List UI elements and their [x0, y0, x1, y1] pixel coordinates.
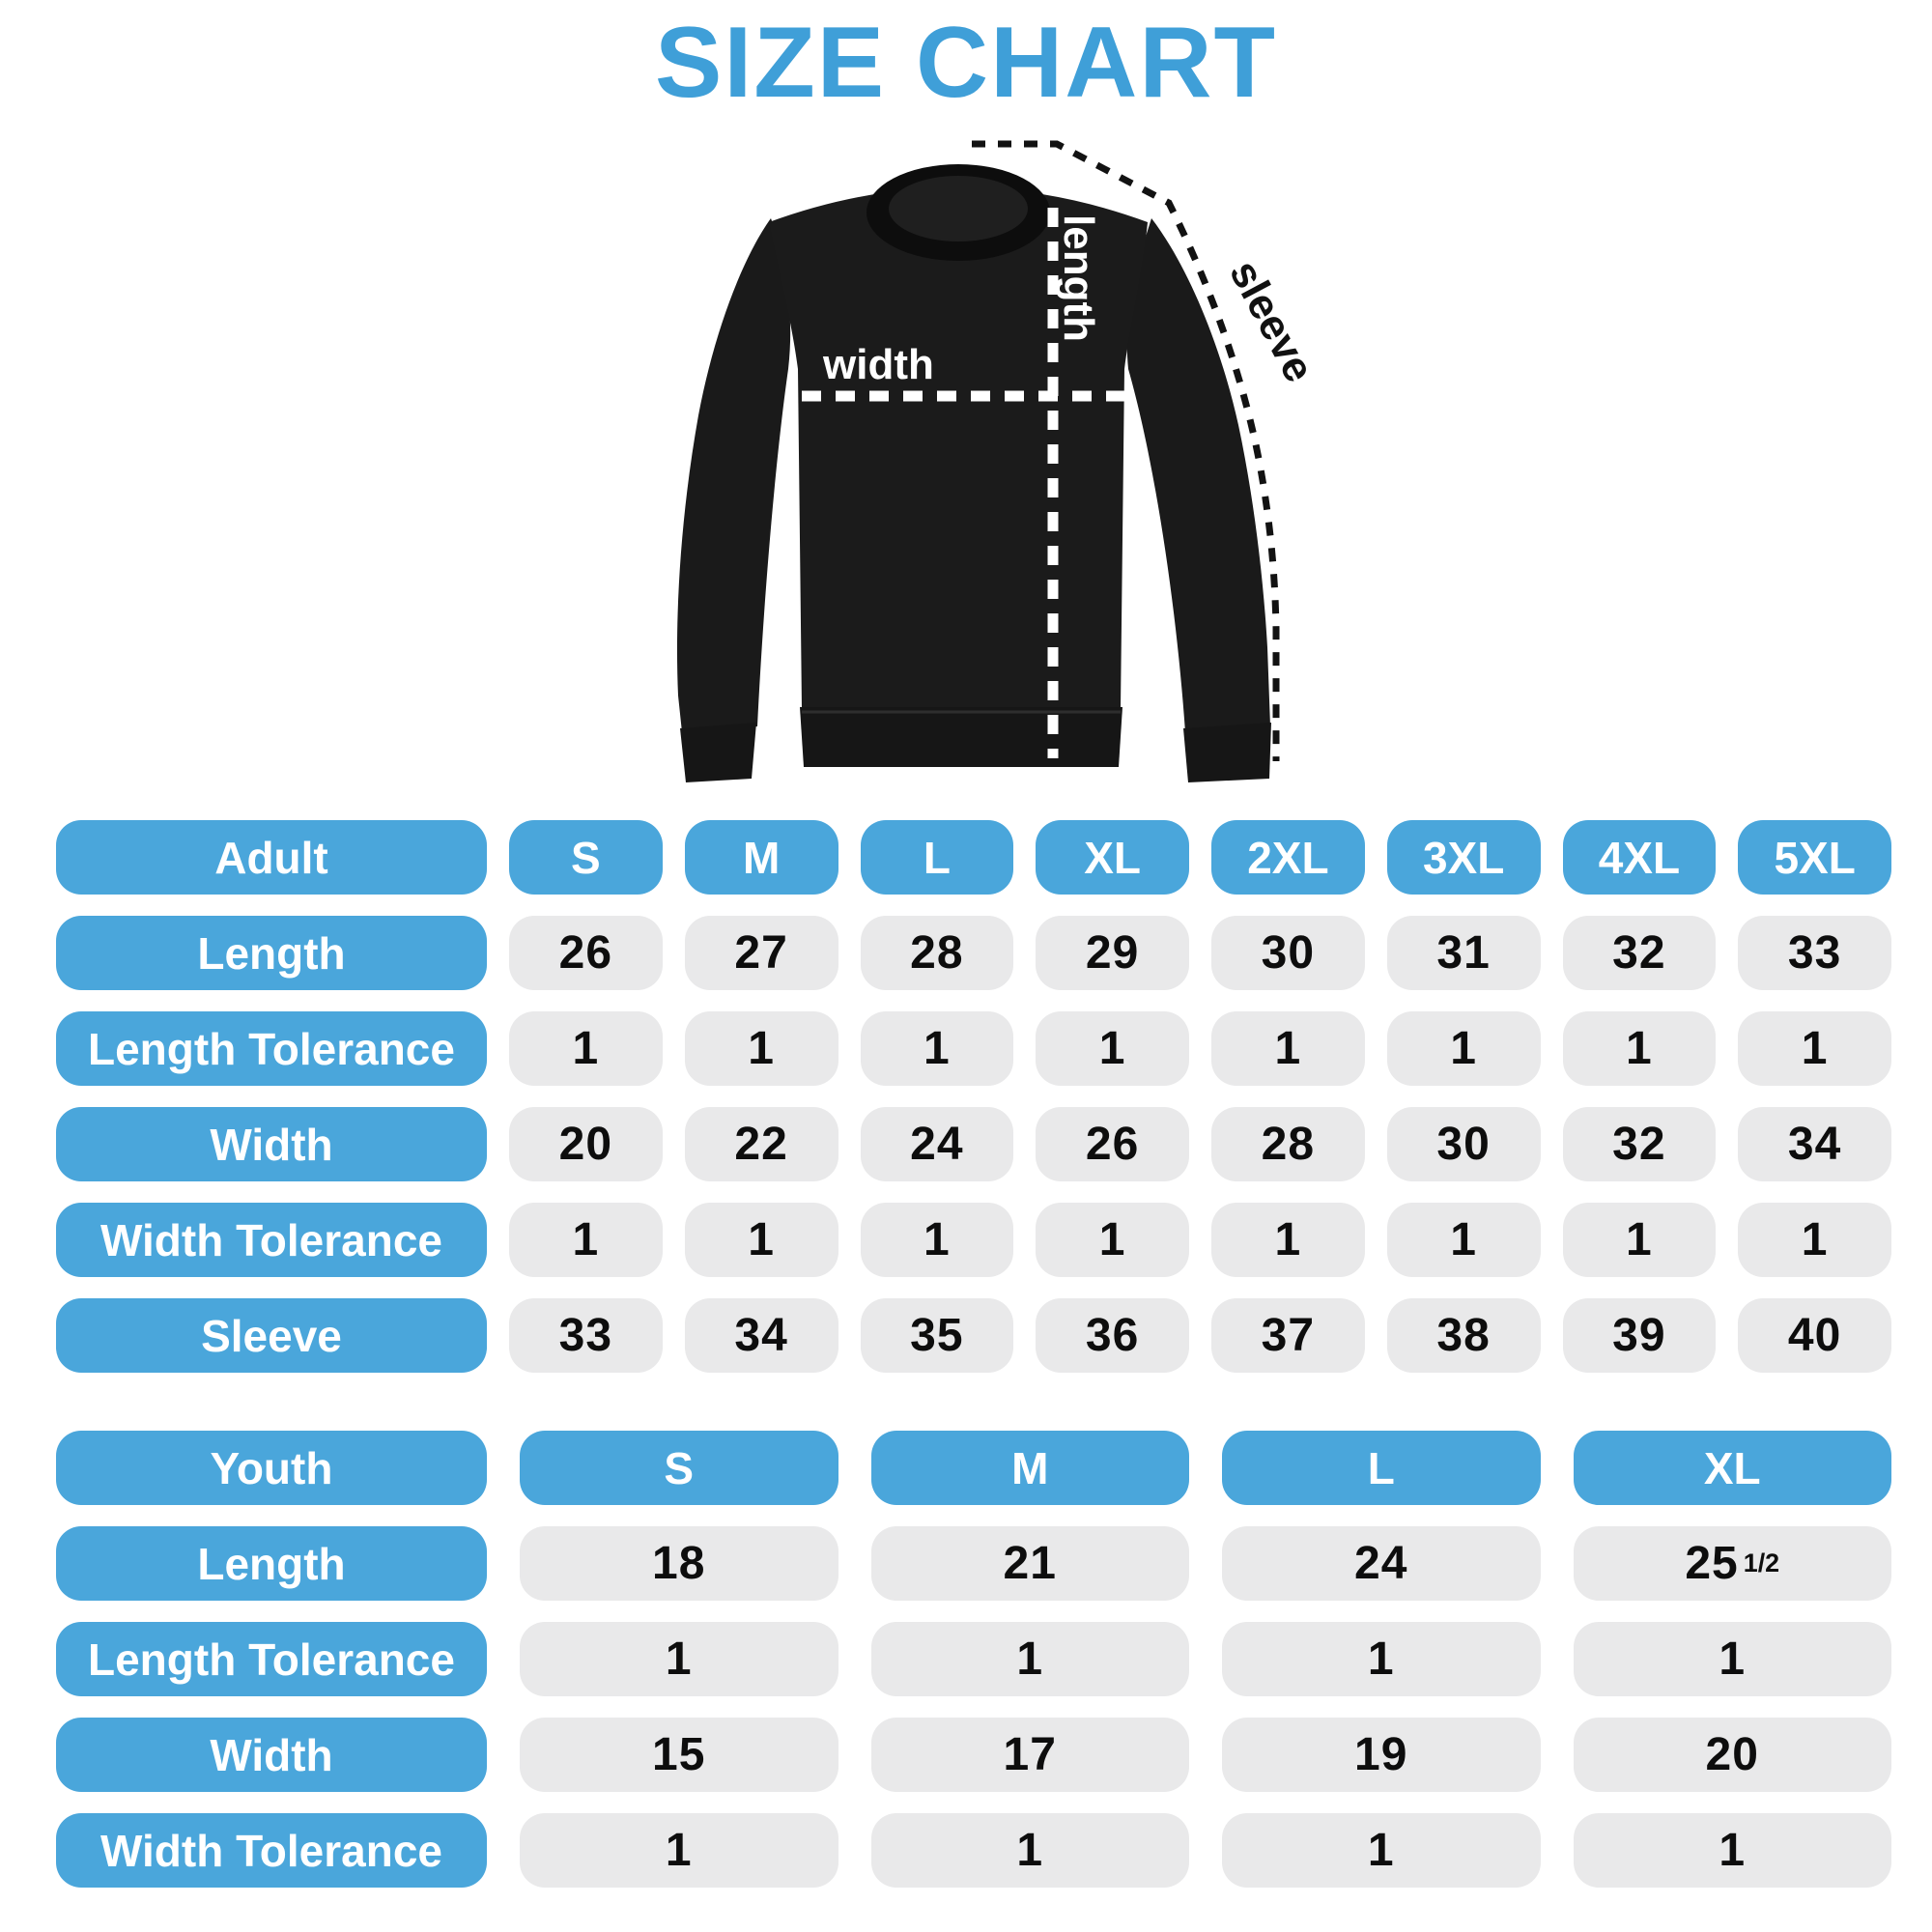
- size-value-cell: 25 1/2: [1573, 1526, 1891, 1601]
- sleeve-label: sleeve: [1220, 253, 1322, 390]
- row-label: Length Tolerance: [56, 1622, 487, 1696]
- size-value-cell: 1: [870, 1622, 1189, 1696]
- size-value-cell: 30: [1386, 1107, 1541, 1181]
- size-value-cell: 26: [1036, 1107, 1189, 1181]
- row-label: Length: [56, 916, 487, 990]
- size-value-cell: 34: [684, 1298, 838, 1373]
- size-value-cell: 1: [1211, 1203, 1365, 1277]
- size-column-header: XL: [1036, 820, 1189, 895]
- size-column-header: S: [520, 1431, 838, 1505]
- size-column-header: 4XL: [1562, 820, 1717, 895]
- size-value-cell: 35: [860, 1298, 1014, 1373]
- size-column-header: 5XL: [1738, 820, 1891, 895]
- size-value-cell: 1: [1036, 1203, 1189, 1277]
- table-group-header: Youth: [56, 1431, 487, 1505]
- size-value-cell: 1: [1562, 1011, 1717, 1086]
- size-column-header: M: [684, 820, 838, 895]
- size-value-cell: 1: [684, 1011, 838, 1086]
- page-title: SIZE CHART: [655, 7, 1277, 119]
- size-value-cell: 17: [870, 1718, 1189, 1792]
- size-value-cell: 1: [1738, 1011, 1891, 1086]
- table-group-header: Adult: [56, 820, 487, 895]
- size-value-cell: 19: [1222, 1718, 1541, 1792]
- size-column-header: 3XL: [1386, 820, 1541, 895]
- size-value-cell: 22: [684, 1107, 838, 1181]
- row-label: Length: [56, 1526, 487, 1601]
- size-value-cell: 33: [509, 1298, 663, 1373]
- row-label: Width Tolerance: [56, 1813, 487, 1888]
- size-value-cell: 1: [1386, 1011, 1541, 1086]
- row-label: Sleeve: [56, 1298, 487, 1373]
- size-value-cell: 32: [1562, 1107, 1717, 1181]
- size-value-cell: 1: [1573, 1622, 1891, 1696]
- size-value-cell: 1: [860, 1011, 1014, 1086]
- collar-inner: [889, 176, 1028, 242]
- size-value-cell: 1: [870, 1813, 1189, 1888]
- size-value-cell: 1: [1386, 1203, 1541, 1277]
- row-label: Width Tolerance: [56, 1203, 487, 1277]
- size-value-cell: 1: [1562, 1203, 1717, 1277]
- size-value-cell: 28: [1211, 1107, 1365, 1181]
- size-value-cell: 33: [1738, 916, 1891, 990]
- size-column-header: 2XL: [1211, 820, 1365, 895]
- fraction-suffix: 1/2: [1743, 1548, 1780, 1577]
- size-value-cell: 39: [1562, 1298, 1717, 1373]
- size-value-cell: 1: [1573, 1813, 1891, 1888]
- size-value-cell: 1: [520, 1813, 838, 1888]
- size-value-cell: 24: [860, 1107, 1014, 1181]
- size-value-cell: 21: [870, 1526, 1189, 1601]
- row-label: Length Tolerance: [56, 1011, 487, 1086]
- size-value-cell: 24: [1222, 1526, 1541, 1601]
- size-value-cell: 1: [1222, 1622, 1541, 1696]
- size-value-cell: 34: [1738, 1107, 1891, 1181]
- size-value-cell: 26: [509, 916, 663, 990]
- size-value-cell: 36: [1036, 1298, 1189, 1373]
- size-value-cell: 38: [1386, 1298, 1541, 1373]
- row-label: Width: [56, 1107, 487, 1181]
- size-value-cell: 27: [684, 916, 838, 990]
- size-column-header: L: [1222, 1431, 1541, 1505]
- size-value-cell: 1: [520, 1622, 838, 1696]
- sweatshirt-left-cuff: [680, 723, 756, 782]
- size-column-header: L: [860, 820, 1014, 895]
- size-value-cell: 31: [1386, 916, 1541, 990]
- size-value-cell: 29: [1036, 916, 1189, 990]
- size-value-cell: 15: [520, 1718, 838, 1792]
- width-label: width: [822, 341, 934, 388]
- length-label: length: [1055, 214, 1102, 342]
- sweatshirt-diagram: width length sleeve: [676, 140, 1323, 782]
- row-label: Width: [56, 1718, 487, 1792]
- size-value-cell: 40: [1738, 1298, 1891, 1373]
- size-column-header: XL: [1573, 1431, 1891, 1505]
- size-value-cell: 1: [1211, 1011, 1365, 1086]
- size-value-cell: 1: [1036, 1011, 1189, 1086]
- sweatshirt-left-sleeve: [676, 218, 791, 732]
- size-value-cell: 28: [860, 916, 1014, 990]
- size-value-cell: 1: [509, 1011, 663, 1086]
- sweatshirt-right-cuff: [1183, 723, 1271, 782]
- size-value-cell: 20: [509, 1107, 663, 1181]
- sweatshirt-hem-band: [800, 707, 1122, 767]
- size-value-cell: 20: [1573, 1718, 1891, 1792]
- size-value-cell: 18: [520, 1526, 838, 1601]
- adult-size-table: Adult S M L XL 2XL 3XL 4XL 5XL Length 26 27 28 29 30 31…: [56, 820, 1891, 1373]
- size-value-cell: 32: [1562, 916, 1717, 990]
- size-value-cell: 1: [860, 1203, 1014, 1277]
- size-value-cell: 1: [509, 1203, 663, 1277]
- size-value-cell: 1: [1222, 1813, 1541, 1888]
- youth-size-table: Youth S M L XL Length 18 21 24 25 1/2 Length Tolera…: [56, 1431, 1891, 1888]
- size-value-cell: 30: [1211, 916, 1365, 990]
- sweatshirt-right-sleeve: [1126, 218, 1270, 732]
- size-value-cell: 1: [684, 1203, 838, 1277]
- size-column-header: S: [509, 820, 663, 895]
- sleeve-measure-line: [972, 140, 1280, 761]
- size-value-cell: 37: [1211, 1298, 1365, 1373]
- size-value-cell: 1: [1738, 1203, 1891, 1277]
- size-column-header: M: [870, 1431, 1189, 1505]
